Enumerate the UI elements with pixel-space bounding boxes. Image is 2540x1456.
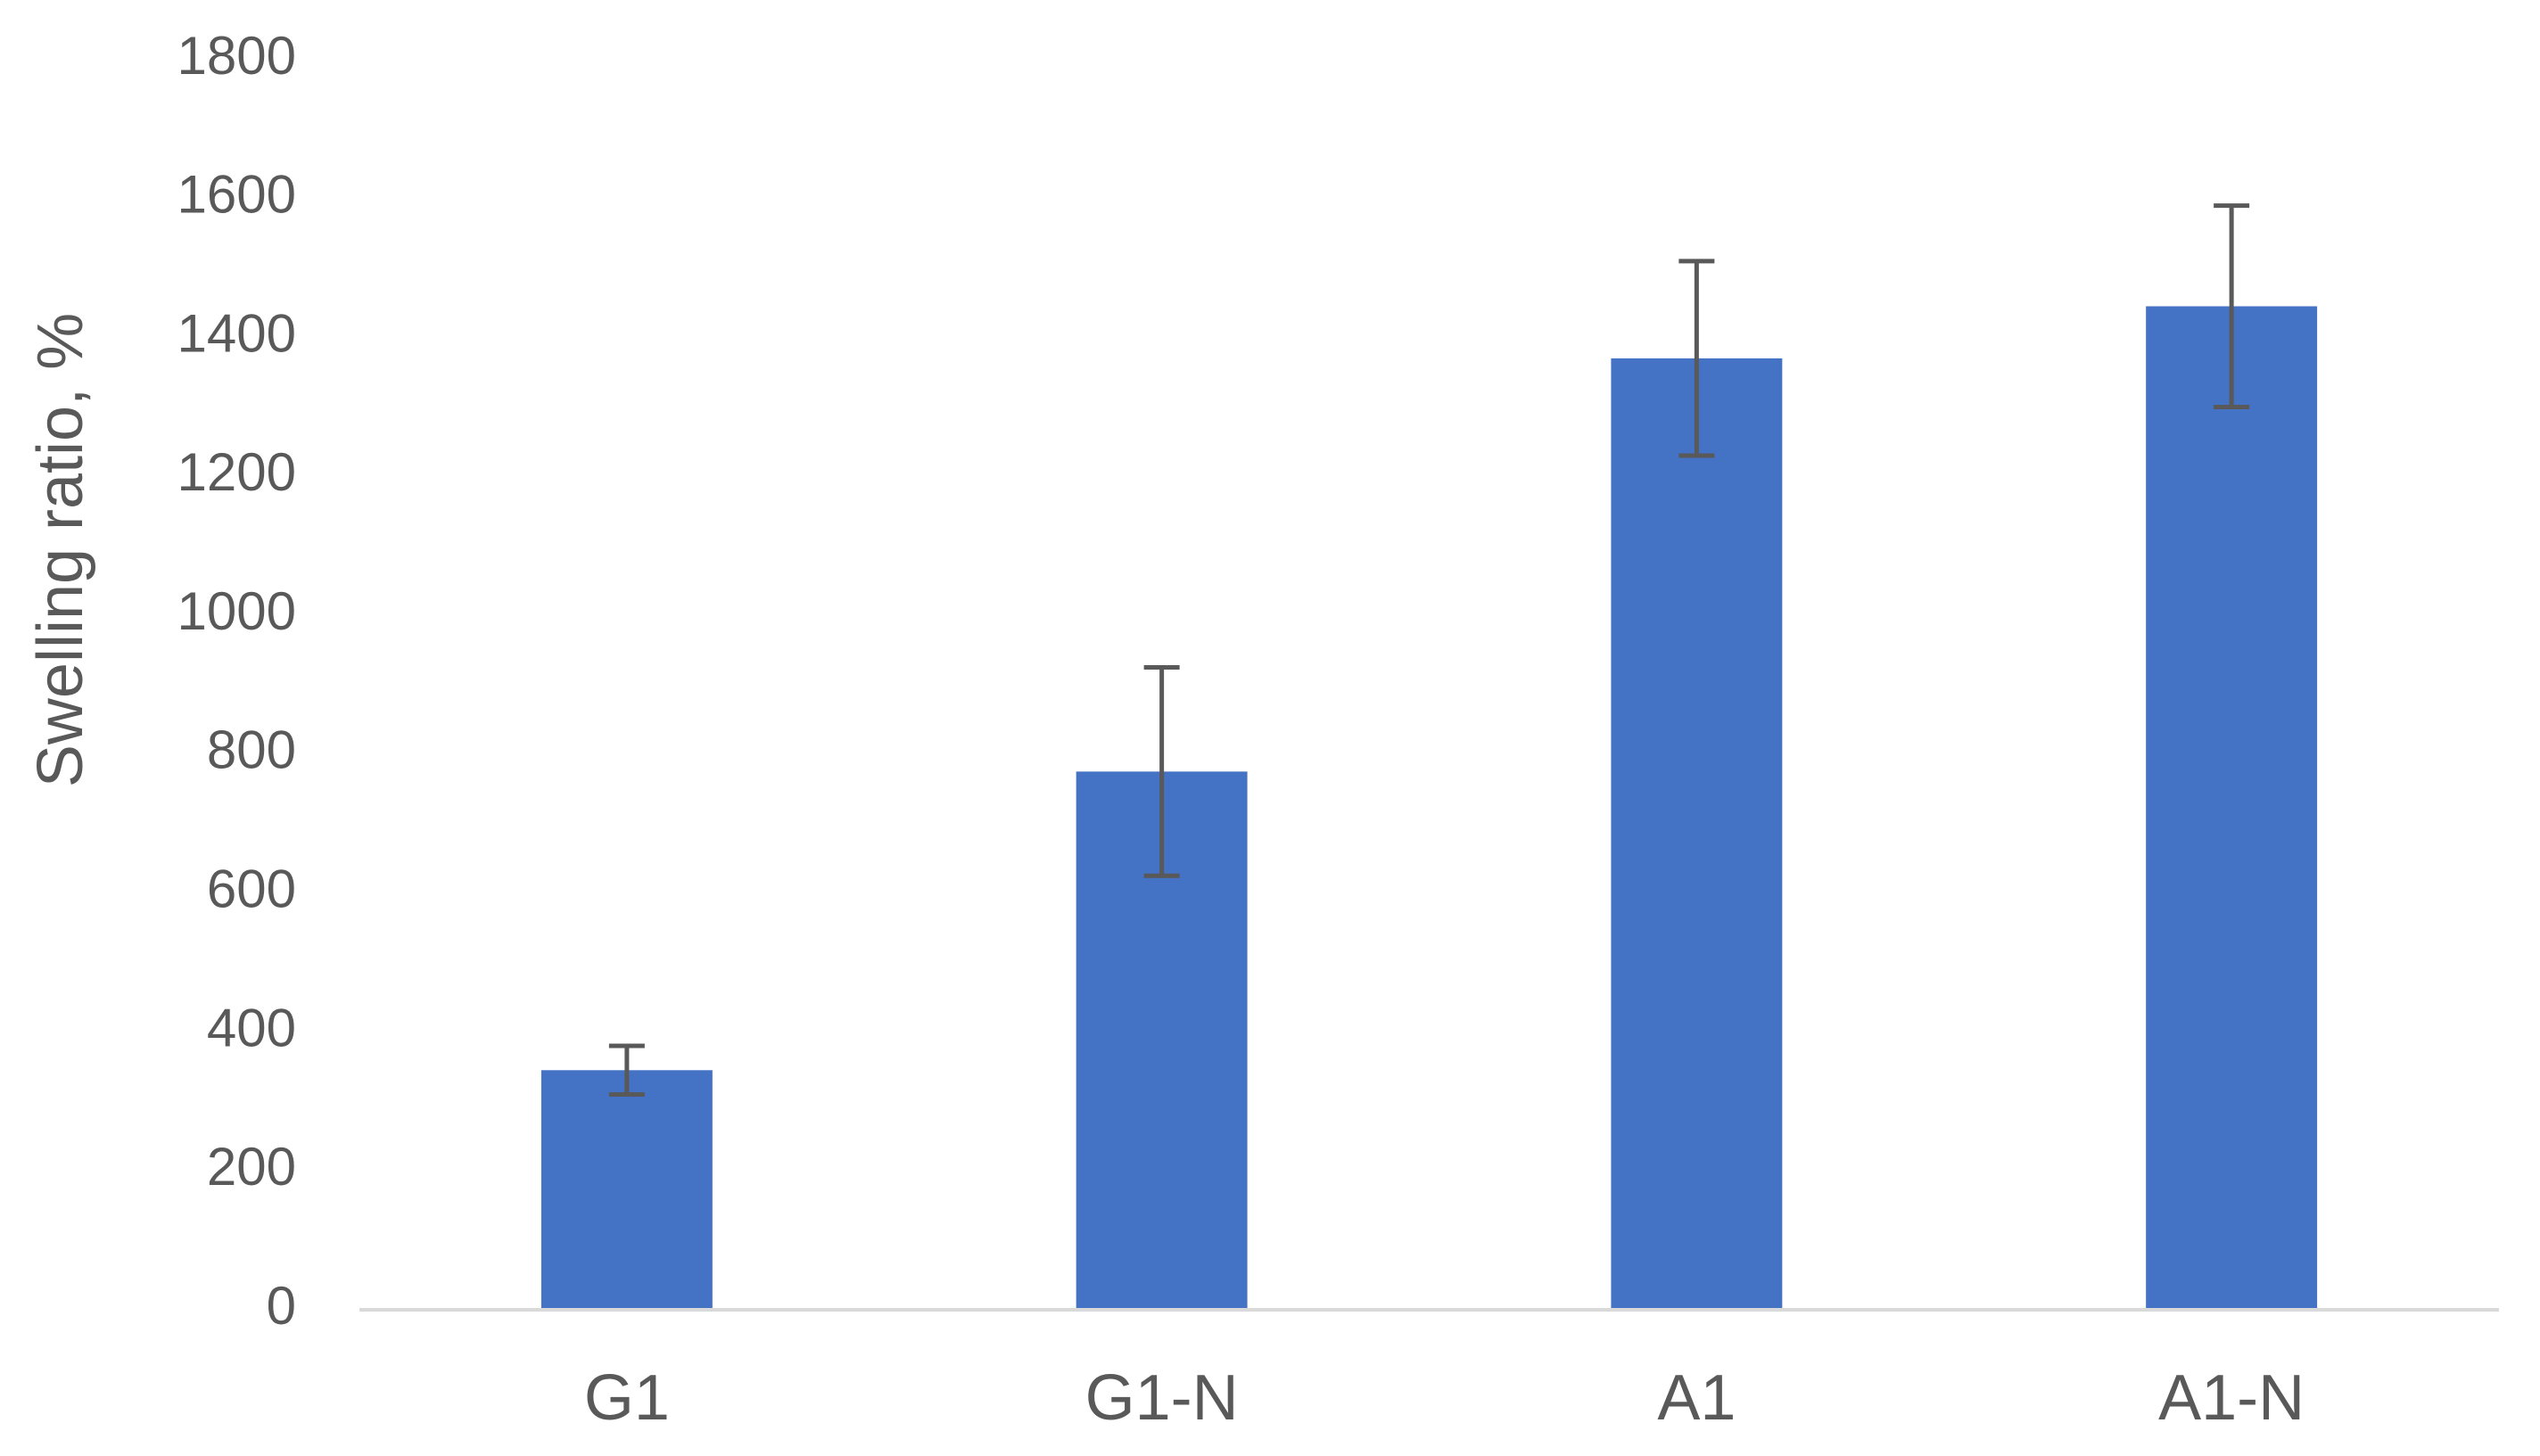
bar (1611, 358, 1783, 1310)
error-bar (608, 1043, 645, 1098)
y-tick-label: 600 (207, 860, 296, 919)
y-tick-label: 1600 (177, 165, 296, 225)
bar (2146, 306, 2318, 1310)
y-tick-label: 1800 (177, 26, 296, 86)
y-tick-label: 1200 (177, 442, 296, 502)
y-tick-label: 1400 (177, 303, 296, 363)
x-tick-label: G1 (584, 1362, 670, 1434)
y-tick-label: 1000 (177, 581, 296, 641)
x-tick-label: A1-N (2158, 1362, 2305, 1434)
bar (540, 1070, 713, 1310)
error-bar (1678, 259, 1715, 458)
y-tick-label: 0 (267, 1276, 296, 1336)
error-bar (1143, 665, 1180, 878)
y-tick-label: 200 (207, 1137, 296, 1197)
y-tick-label: 400 (207, 998, 296, 1057)
y-axis-title: Swelling ratio, % (25, 313, 96, 787)
x-tick-label: A1 (1657, 1362, 1736, 1434)
error-bar (2214, 203, 2250, 409)
x-tick-label: G1-N (1085, 1362, 1239, 1434)
y-tick-label: 800 (207, 720, 296, 780)
